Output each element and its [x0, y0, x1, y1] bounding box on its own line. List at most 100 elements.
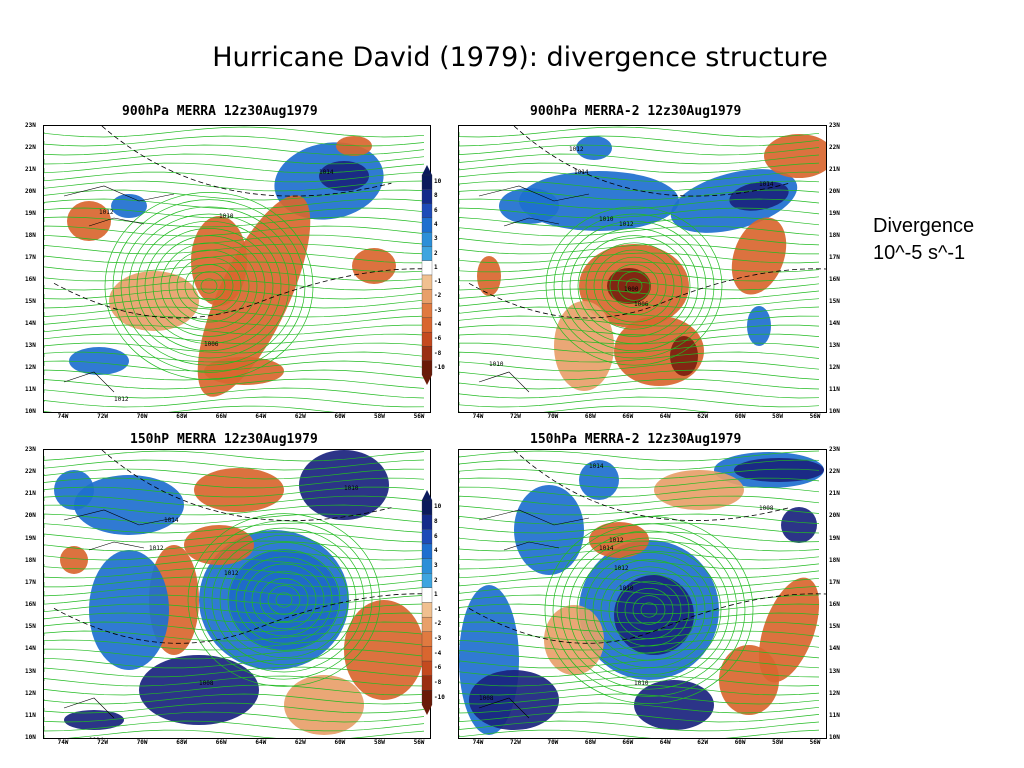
- y-tick-label: 10N: [829, 734, 840, 741]
- colorbar-label: -10: [434, 693, 445, 701]
- y-tick-label: 19N: [829, 210, 840, 217]
- streamline: [44, 522, 425, 534]
- colorbar-segment: [421, 602, 433, 618]
- panel-900-merra: 900hPa MERRA 12z30Aug1979 1014 1012 1010 10…: [22, 104, 442, 420]
- streamline: [44, 387, 425, 399]
- streamline: [459, 675, 820, 687]
- streamline: [459, 702, 820, 714]
- divergence-cell: [614, 575, 694, 655]
- y-tick-label: 15N: [25, 623, 36, 631]
- y-tick-label: 18N: [829, 232, 840, 239]
- streamline: [44, 288, 425, 300]
- streamline-ring: [219, 542, 349, 658]
- x-tick-label: 68W: [584, 413, 596, 420]
- streamline: [459, 684, 820, 696]
- streamline: [459, 513, 820, 525]
- streamline: [44, 585, 425, 597]
- streamline: [44, 450, 425, 462]
- colorbar-svg: [421, 490, 433, 715]
- streamline-ring: [136, 220, 282, 352]
- divergence-cell: [352, 248, 396, 284]
- y-tick-label: 13N: [829, 667, 840, 675]
- divergence-cell: [64, 710, 124, 730]
- streamline: [44, 396, 425, 408]
- streamline: [44, 630, 425, 642]
- y-tick-label: 17N: [829, 578, 840, 586]
- streamline: [44, 675, 425, 687]
- y-tick-label: 23N: [25, 446, 36, 453]
- pressure-label: 1012: [609, 537, 624, 544]
- divergence-cell: [197, 195, 311, 397]
- streamline: [44, 225, 425, 237]
- streamline: [44, 126, 425, 138]
- streamline: [459, 657, 820, 669]
- colorbar-label: -4: [434, 321, 442, 328]
- streamline-ring: [568, 537, 730, 683]
- colorbar-segment: [421, 346, 433, 361]
- colorbar-arrow-top: [422, 490, 432, 500]
- streamline: [44, 171, 425, 183]
- panel-title: 900hPa MERRA 12z30Aug1979: [122, 104, 318, 119]
- streamline: [459, 648, 820, 660]
- streamline-ring: [576, 544, 722, 676]
- streamline: [459, 612, 820, 624]
- divergence-cell: [319, 161, 369, 191]
- streamline: [459, 207, 820, 219]
- y-tick-label: 15N: [25, 298, 36, 305]
- streamline: [44, 504, 425, 516]
- streamline: [44, 684, 425, 696]
- streamline: [459, 468, 820, 480]
- y-tick-label: 11N: [25, 711, 36, 719]
- streamline-ring: [104, 192, 314, 380]
- colorbar-segment: [421, 360, 433, 376]
- streamline: [459, 603, 820, 615]
- y-tick-label: 12N: [25, 689, 36, 697]
- streamline-ring: [624, 588, 674, 632]
- colorbar-segment: [421, 317, 433, 333]
- streamline-ring: [608, 573, 690, 647]
- divergence-field: [67, 136, 396, 397]
- streamline: [44, 324, 424, 336]
- pressure-label: 1008: [199, 680, 214, 687]
- colorbar-label: 6: [434, 206, 438, 214]
- colorbar-segment: [421, 514, 433, 530]
- y-tick-label: 21N: [25, 166, 36, 173]
- colorbar-label: 1: [434, 591, 438, 599]
- streamline-ring: [584, 552, 714, 668]
- streamline-ring: [227, 549, 341, 651]
- y-tick-label: 16N: [829, 601, 840, 609]
- x-tick-label: 72W: [510, 413, 521, 420]
- x-tick-label: 72W: [97, 413, 108, 420]
- panel-title: 150hPa MERRA-2 12z30Aug1979: [530, 432, 742, 447]
- panel-title: 150hP MERRA 12z30Aug1979: [130, 432, 318, 447]
- pressure-label: 1014: [589, 463, 604, 470]
- coastlines: [468, 126, 826, 393]
- streamline-ring: [625, 278, 643, 294]
- panel-title: 900hPa MERRA-2 12z30Aug1979: [530, 104, 742, 119]
- pressure-label: 1012: [149, 545, 164, 552]
- streamline: [459, 225, 820, 237]
- streamline: [459, 369, 820, 381]
- pressure-contour: [53, 268, 430, 319]
- legend-note-units: 10^-5 s^-1: [873, 242, 966, 264]
- streamline: [459, 585, 820, 597]
- y-tick-label: 13N: [25, 667, 36, 675]
- streamline: [459, 216, 820, 228]
- colorbar-label: -4: [434, 649, 442, 657]
- panel-150-merra: 150hP MERRA 12z30Aug1979 1014 1012 1012 101…: [22, 432, 442, 748]
- pressure-label: 1012: [114, 396, 129, 403]
- y-tick-label: 15N: [829, 623, 840, 631]
- streamline: [459, 360, 820, 372]
- x-tick-label: 60W: [734, 413, 746, 420]
- y-tick-label: 16N: [829, 276, 840, 283]
- y-tick-label: 21N: [829, 490, 840, 498]
- pressure-label: 1012: [569, 146, 584, 153]
- x-tick-label: 62W: [697, 413, 709, 420]
- streamline: [44, 666, 425, 678]
- y-tick-label: 13N: [829, 342, 840, 349]
- streamline-ring: [609, 264, 659, 308]
- divergence-cell: [579, 460, 619, 500]
- divergence-cell: [589, 522, 649, 558]
- streamline: [44, 594, 425, 606]
- x-tick-label: 66W: [215, 739, 227, 746]
